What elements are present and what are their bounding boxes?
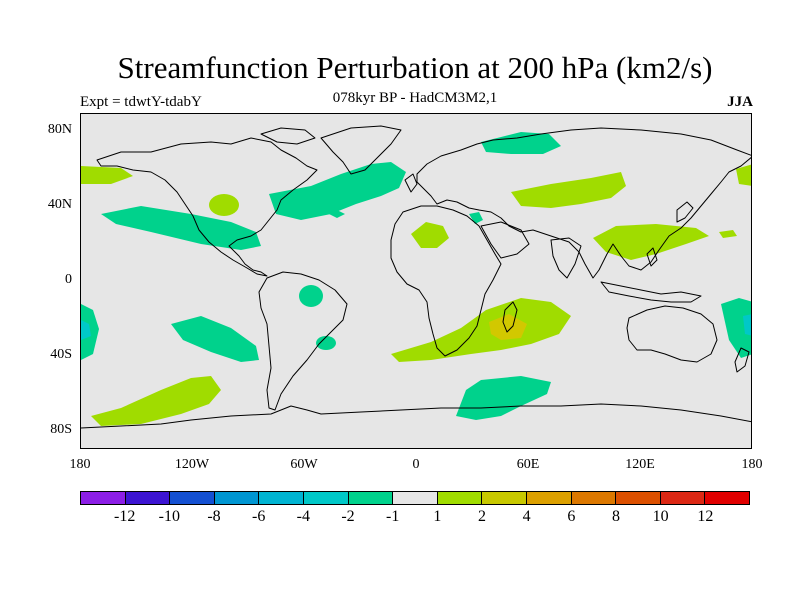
anomaly-patch <box>593 224 709 260</box>
colorbar-tick-label: 4 <box>522 508 531 525</box>
colorbar-tick-label: -4 <box>296 508 310 525</box>
anomaly-patch <box>721 298 751 358</box>
colorbar-tick-label: 10 <box>652 508 669 525</box>
coastlines <box>81 125 751 429</box>
colorbar-box <box>303 492 349 504</box>
colorbar-box <box>660 492 706 504</box>
coastline-north-america <box>96 137 318 277</box>
coastline-madagascar <box>502 301 518 333</box>
coastline-greenland <box>320 125 402 175</box>
lat-label-80s: 80S <box>50 422 72 437</box>
coastline-eurasia <box>416 127 751 279</box>
experiment-label: Expt = tdwtY-tdabY <box>80 94 202 110</box>
map-frame <box>80 113 752 449</box>
plot-title: Streamfunction Perturbation at 200 hPa (… <box>117 50 713 85</box>
coastline-indonesia <box>600 281 702 303</box>
lon-label-60e: 60E <box>516 457 540 472</box>
anomaly-patch <box>743 314 751 336</box>
anomaly-patches <box>81 132 751 426</box>
coastline-philippines <box>646 247 658 267</box>
colorbar-box <box>526 492 572 504</box>
coastline-antarctica <box>81 403 751 429</box>
season-label: JJA <box>727 94 753 110</box>
colorbar-box <box>259 492 304 504</box>
anomaly-patch <box>209 194 239 216</box>
colorbar-box <box>482 492 527 504</box>
anomaly-patch <box>481 132 561 154</box>
colorbar-box <box>170 492 215 504</box>
anomaly-patch <box>269 162 406 220</box>
lon-label-0: 0 <box>412 457 420 472</box>
lon-label-180e: 180 <box>741 457 763 472</box>
coastline-arabia <box>480 221 530 259</box>
colorbar-tick-label: -2 <box>341 508 355 525</box>
colorbar-box <box>437 492 483 504</box>
colorbar-box <box>571 492 617 504</box>
lon-label-120w: 120W <box>174 457 210 472</box>
colorbar-box <box>81 492 126 504</box>
lat-label-40n: 40N <box>47 197 72 212</box>
anomaly-patch <box>411 222 449 248</box>
anomaly-patch <box>329 210 345 218</box>
anomaly-patch <box>316 336 336 350</box>
anomaly-patch <box>391 298 571 362</box>
anomaly-patch <box>81 166 133 184</box>
colorbar-tick-label: -10 <box>158 508 180 525</box>
anomaly-patch <box>456 376 551 420</box>
colorbar-box <box>125 492 171 504</box>
lon-label-120e: 120E <box>625 457 655 472</box>
lat-label-40s: 40S <box>50 347 72 362</box>
coastline-australia <box>626 305 718 363</box>
plot-subtitle: 078kyr BP - HadCM3M2,1 <box>332 90 498 106</box>
anomaly-patch <box>719 230 737 238</box>
lat-label-0: 0 <box>65 272 72 287</box>
colorbar-box <box>705 492 749 504</box>
coastline-india <box>550 237 582 279</box>
colorbar-box <box>214 492 260 504</box>
lon-label-180w: 180 <box>69 457 91 472</box>
anomaly-patch <box>469 212 483 224</box>
colorbar-tick-label: -1 <box>385 508 400 525</box>
coastline-arctic-islands <box>260 127 316 145</box>
coastline-japan <box>676 201 694 223</box>
anomaly-patch <box>736 164 751 186</box>
anomaly-patch <box>171 316 259 362</box>
lat-label-80n: 80N <box>47 122 72 137</box>
lon-label-60w: 60W <box>290 457 318 472</box>
colorbar-box <box>348 492 394 504</box>
colorbar-tick-label: 8 <box>612 508 620 525</box>
colorbar-box <box>393 492 438 504</box>
colorbar-tick-label: -6 <box>251 508 266 525</box>
colorbar-tick-label: 6 <box>567 508 576 525</box>
colorbar-tick-label: -12 <box>113 508 136 525</box>
coastline-south-america <box>258 271 348 411</box>
anomaly-patch <box>91 376 221 426</box>
coastline-africa <box>390 205 502 357</box>
anomaly-patch <box>489 314 527 340</box>
colorbar <box>80 491 750 505</box>
anomaly-patch <box>511 172 626 208</box>
colorbar-tick-label: 1 <box>433 508 442 525</box>
coastline-british-isles <box>404 173 418 193</box>
colorbar-tick-label: -8 <box>207 508 221 525</box>
anomaly-patch <box>299 285 323 307</box>
colorbar-box <box>616 492 661 504</box>
map-svg <box>81 125 751 429</box>
anomaly-patch <box>81 320 91 340</box>
coastline-new-zealand <box>734 347 750 373</box>
anomaly-patch <box>101 206 261 250</box>
colorbar-tick-label: 12 <box>697 508 714 525</box>
colorbar-tick-label: 2 <box>478 508 486 525</box>
